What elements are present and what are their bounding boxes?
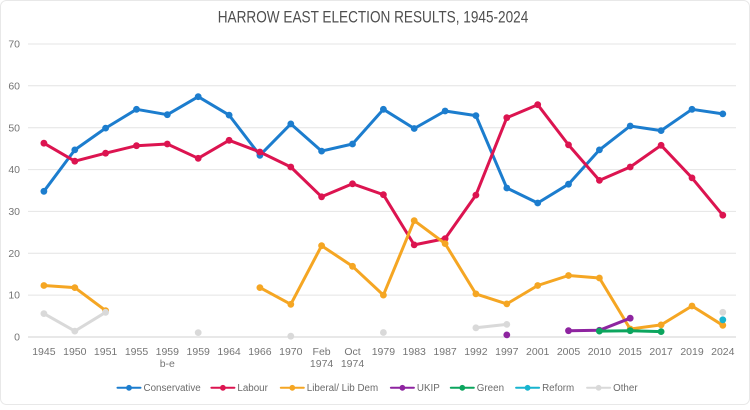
- svg-text:1955: 1955: [125, 346, 149, 358]
- svg-text:1959: 1959: [187, 346, 211, 358]
- svg-text:2001: 2001: [526, 346, 550, 358]
- svg-text:Oct: Oct: [344, 346, 360, 358]
- svg-text:1987: 1987: [433, 346, 457, 358]
- svg-text:50: 50: [8, 122, 20, 134]
- svg-text:UKIP: UKIP: [417, 383, 440, 394]
- svg-text:2015: 2015: [619, 346, 643, 358]
- svg-text:2017: 2017: [649, 346, 673, 358]
- svg-text:Green: Green: [477, 383, 504, 394]
- svg-text:1966: 1966: [248, 346, 272, 358]
- svg-text:Reform: Reform: [542, 383, 574, 394]
- svg-text:1983: 1983: [403, 346, 427, 358]
- svg-text:1992: 1992: [464, 346, 488, 358]
- svg-text:1959: 1959: [156, 346, 180, 358]
- svg-text:70: 70: [8, 39, 20, 51]
- svg-text:1970: 1970: [279, 346, 303, 358]
- svg-text:2005: 2005: [557, 346, 581, 358]
- svg-text:1950: 1950: [63, 346, 87, 358]
- svg-text:60: 60: [8, 80, 20, 92]
- svg-text:40: 40: [8, 164, 20, 176]
- svg-text:Labour: Labour: [237, 383, 268, 394]
- svg-text:1951: 1951: [94, 346, 118, 358]
- svg-text:1997: 1997: [495, 346, 519, 358]
- svg-text:Other: Other: [613, 383, 638, 394]
- svg-text:Conservative: Conservative: [144, 383, 202, 394]
- svg-text:1945: 1945: [32, 346, 56, 358]
- svg-text:HARROW EAST ELECTION RESULTS,: HARROW EAST ELECTION RESULTS, 1945-2024: [218, 8, 529, 27]
- svg-text:1964: 1964: [217, 346, 241, 358]
- svg-text:20: 20: [8, 248, 20, 260]
- svg-text:2024: 2024: [711, 346, 735, 358]
- svg-text:Liberal/ Lib Dem: Liberal/ Lib Dem: [307, 383, 378, 394]
- svg-text:1974: 1974: [341, 358, 365, 370]
- svg-text:b-e: b-e: [160, 358, 175, 370]
- svg-text:2010: 2010: [588, 346, 612, 358]
- svg-text:1979: 1979: [372, 346, 396, 358]
- svg-text:1974: 1974: [310, 358, 334, 370]
- svg-text:10: 10: [8, 290, 20, 302]
- svg-text:0: 0: [14, 332, 20, 344]
- svg-text:2019: 2019: [680, 346, 704, 358]
- svg-text:30: 30: [8, 206, 20, 218]
- svg-text:Feb: Feb: [313, 346, 331, 358]
